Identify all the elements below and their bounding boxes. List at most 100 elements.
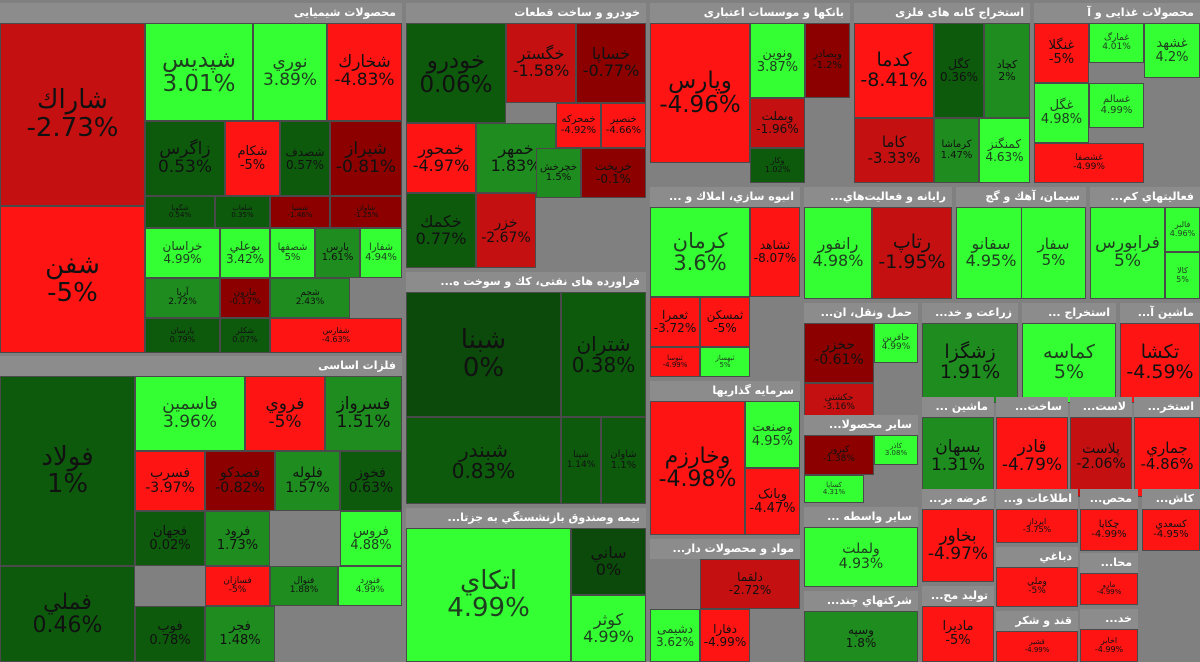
stock-tile[interactable]: شکلر 0.07% xyxy=(220,318,270,353)
stock-tile[interactable]: شپنا 1.14% xyxy=(561,417,601,504)
stock-tile[interactable]: وپارس -4.96% xyxy=(650,23,750,163)
sector-title[interactable]: محصولات شیمیایی xyxy=(0,3,402,23)
stock-tile[interactable]: شتران 0.38% xyxy=(561,292,646,417)
stock-tile[interactable]: چکاپا -4.99% xyxy=(1080,509,1138,551)
sector-title[interactable]: ماشین آ... xyxy=(1120,303,1200,323)
stock-tile[interactable]: فولاد 1% xyxy=(0,376,135,566)
stock-tile[interactable]: خچرخش 1.5% xyxy=(536,148,581,198)
stock-tile[interactable]: وکار 1.02% xyxy=(750,148,805,183)
sector-title[interactable]: رايانه و فعالیت‌هاي... xyxy=(804,187,952,207)
stock-tile[interactable]: فنوال 1.88% xyxy=(270,566,338,606)
stock-tile[interactable]: فالبر 4.96% xyxy=(1165,207,1200,252)
stock-tile[interactable]: نوري 3.89% xyxy=(253,23,327,121)
stock-tile[interactable]: فاسمین 3.96% xyxy=(135,376,245,451)
sector-title[interactable]: استخراج ... xyxy=(1022,303,1116,323)
stock-tile[interactable]: ولملت 4.93% xyxy=(804,527,918,587)
sector-title[interactable]: خد... xyxy=(1080,609,1138,629)
stock-tile[interactable]: شخارك -4.83% xyxy=(327,23,402,121)
stock-tile[interactable]: ساني 0% xyxy=(571,528,646,595)
stock-tile[interactable]: ثمسکن -5% xyxy=(700,297,750,347)
stock-tile[interactable]: شفن -5% xyxy=(0,206,145,353)
stock-tile[interactable]: شبندر 0.83% xyxy=(406,417,561,504)
stock-tile[interactable]: حافرین 4.99% xyxy=(874,323,918,363)
stock-tile[interactable]: شکام -5% xyxy=(225,121,280,196)
stock-tile[interactable]: دلقما -2.72% xyxy=(700,559,800,609)
stock-tile[interactable]: خراسان 4.99% xyxy=(145,228,220,278)
stock-tile[interactable]: شفارس -4.63% xyxy=(270,318,402,353)
stock-tile[interactable]: شاوان 1.1% xyxy=(601,417,646,504)
sector-title[interactable]: استخر... xyxy=(1134,397,1200,417)
stock-tile[interactable]: سفانو 4.95% xyxy=(956,207,1026,299)
sector-title[interactable]: سایر محصولا... xyxy=(804,415,918,435)
stock-tile[interactable]: فصدکو -0.82% xyxy=(205,451,275,511)
stock-tile[interactable]: فسرواز 1.51% xyxy=(325,376,402,451)
stock-tile[interactable]: قشیر -4.99% xyxy=(996,631,1078,662)
sector-title[interactable]: خودرو و ساخت قطعات xyxy=(406,3,646,23)
stock-tile[interactable]: فلوله 1.57% xyxy=(275,451,340,511)
stock-tile[interactable]: شصدف 0.57% xyxy=(280,121,330,196)
stock-tile[interactable]: اتکاي 4.99% xyxy=(406,528,571,662)
stock-tile[interactable]: فسرب -3.97% xyxy=(135,451,205,511)
sector-title[interactable]: اطلاعات و... xyxy=(996,489,1078,509)
sector-title[interactable]: محص... xyxy=(1080,489,1138,509)
stock-tile[interactable]: کگل 0.36% xyxy=(934,23,984,118)
stock-tile[interactable]: ثبهساز 5% xyxy=(700,347,750,377)
sector-title[interactable]: لاست... xyxy=(1070,397,1132,417)
stock-tile[interactable]: خساپا -0.77% xyxy=(576,23,646,103)
stock-tile[interactable]: کپرور -1.38% xyxy=(804,435,874,475)
stock-tile[interactable]: غمارگ 4.01% xyxy=(1089,23,1144,63)
stock-tile[interactable]: ثشاهد -8.07% xyxy=(750,207,800,297)
stock-tile[interactable]: کسعدي -4.95% xyxy=(1142,509,1200,551)
stock-tile[interactable]: مارون -0.17% xyxy=(220,278,270,318)
stock-tile[interactable]: آريا 2.72% xyxy=(145,278,220,318)
stock-tile[interactable]: وسپه 1.8% xyxy=(804,611,918,662)
stock-tile[interactable]: فرابورس 5% xyxy=(1090,207,1165,299)
sector-title[interactable]: قند و شکر xyxy=(996,611,1078,631)
stock-tile[interactable]: شصفها 5% xyxy=(270,228,315,278)
stock-tile[interactable]: پلاست -2.06% xyxy=(1070,417,1132,497)
stock-tile[interactable]: وبملت -1.96% xyxy=(750,98,805,148)
sector-title[interactable]: عرضه بر... xyxy=(922,489,994,509)
stock-tile[interactable]: كرمان 3.6% xyxy=(650,207,750,297)
stock-tile[interactable]: زشگزا 1.91% xyxy=(922,323,1018,403)
stock-tile[interactable]: فسازان -5% xyxy=(205,566,270,606)
sector-title[interactable]: حمل ونقل، ان... xyxy=(804,303,918,323)
sector-title[interactable]: کاش... xyxy=(1142,489,1200,509)
stock-tile[interactable]: خزر -2.67% xyxy=(476,193,536,268)
stock-tile[interactable]: خمحركه -4.92% xyxy=(556,103,601,148)
stock-tile[interactable]: زاگرس 0.53% xyxy=(145,121,225,196)
stock-tile[interactable]: ثعمرا -3.72% xyxy=(650,297,700,347)
stock-tile[interactable]: رتاپ -1.95% xyxy=(872,207,952,299)
stock-tile[interactable]: بوعلي 3.42% xyxy=(220,228,270,278)
stock-tile[interactable]: ثنوسا -4.99% xyxy=(650,347,700,377)
stock-tile[interactable]: وبانک -4.47% xyxy=(745,468,800,535)
sector-title[interactable]: سیمان، آهك و گچ xyxy=(956,187,1086,207)
stock-tile[interactable]: اپرداز -3.75% xyxy=(996,509,1078,543)
stock-tile[interactable]: کوثر 4.99% xyxy=(571,595,646,662)
stock-tile[interactable]: کاذر 3.08% xyxy=(874,435,918,465)
stock-tile[interactable]: فملي 0.46% xyxy=(0,566,135,662)
sector-title[interactable]: محصولات غذایی و آ xyxy=(1034,3,1200,23)
sector-title[interactable]: فعالیتهاي کم... xyxy=(1090,187,1200,207)
stock-tile[interactable]: کرماشا 1.47% xyxy=(934,118,979,183)
stock-tile[interactable]: وملي -5% xyxy=(996,567,1078,607)
stock-tile[interactable]: مادیرا -5% xyxy=(922,606,994,662)
stock-tile[interactable]: کدما -8.41% xyxy=(854,23,934,118)
stock-tile[interactable]: دفارا -4.99% xyxy=(700,609,750,662)
stock-tile[interactable]: فجر 1.48% xyxy=(205,606,275,662)
stock-tile[interactable]: خودرو 0.06% xyxy=(406,23,506,123)
stock-tile[interactable]: کچاد 2% xyxy=(984,23,1030,118)
stock-tile[interactable]: خنصير -4.66% xyxy=(601,103,646,148)
stock-tile[interactable]: فجهان 0.02% xyxy=(135,511,205,566)
stock-tile[interactable]: فرود 1.73% xyxy=(205,511,270,566)
sector-title[interactable]: تولید مح... xyxy=(922,586,994,606)
stock-tile[interactable]: قادر -4.79% xyxy=(996,417,1068,497)
sector-title[interactable]: فراورده های نفتی، كك و سوخت ه... xyxy=(406,272,646,292)
sector-title[interactable]: انبوه سازي، املاك و ... xyxy=(650,187,800,207)
sector-title[interactable]: فلزات اساسی xyxy=(0,356,402,376)
stock-tile[interactable]: پارسان 0.79% xyxy=(145,318,220,353)
stock-tile[interactable]: فنورد 4.99% xyxy=(338,566,402,606)
stock-tile[interactable]: کاما -3.33% xyxy=(854,118,934,183)
sector-title[interactable]: بیمه وصندوق بازنشستگي به جزتا... xyxy=(406,508,646,528)
stock-tile[interactable]: فخوز 0.63% xyxy=(340,451,402,511)
